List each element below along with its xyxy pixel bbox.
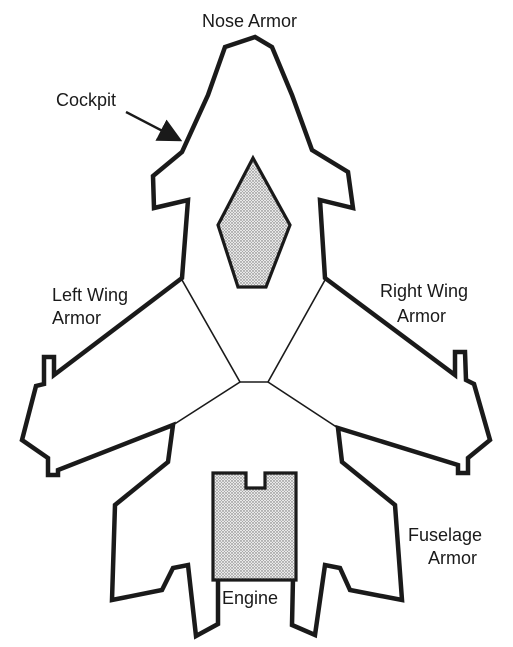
fuselage-armor-label-line2: Armor [428,548,477,568]
engine-label: Engine [222,588,278,608]
nose-armor-label: Nose Armor [202,11,297,31]
engine-block [211,471,298,582]
left-wing-label-line1: Left Wing [52,285,128,305]
right-wing-label-line2: Armor [397,306,446,326]
cockpit-label: Cockpit [56,90,116,110]
cockpit-arrow [125,110,183,142]
right-wing-label-line1: Right Wing [380,281,468,301]
fuselage-armor-label-line1: Fuselage [408,525,482,545]
cockpit-canopy [216,154,292,289]
left-wing-label-line2: Armor [52,308,101,328]
